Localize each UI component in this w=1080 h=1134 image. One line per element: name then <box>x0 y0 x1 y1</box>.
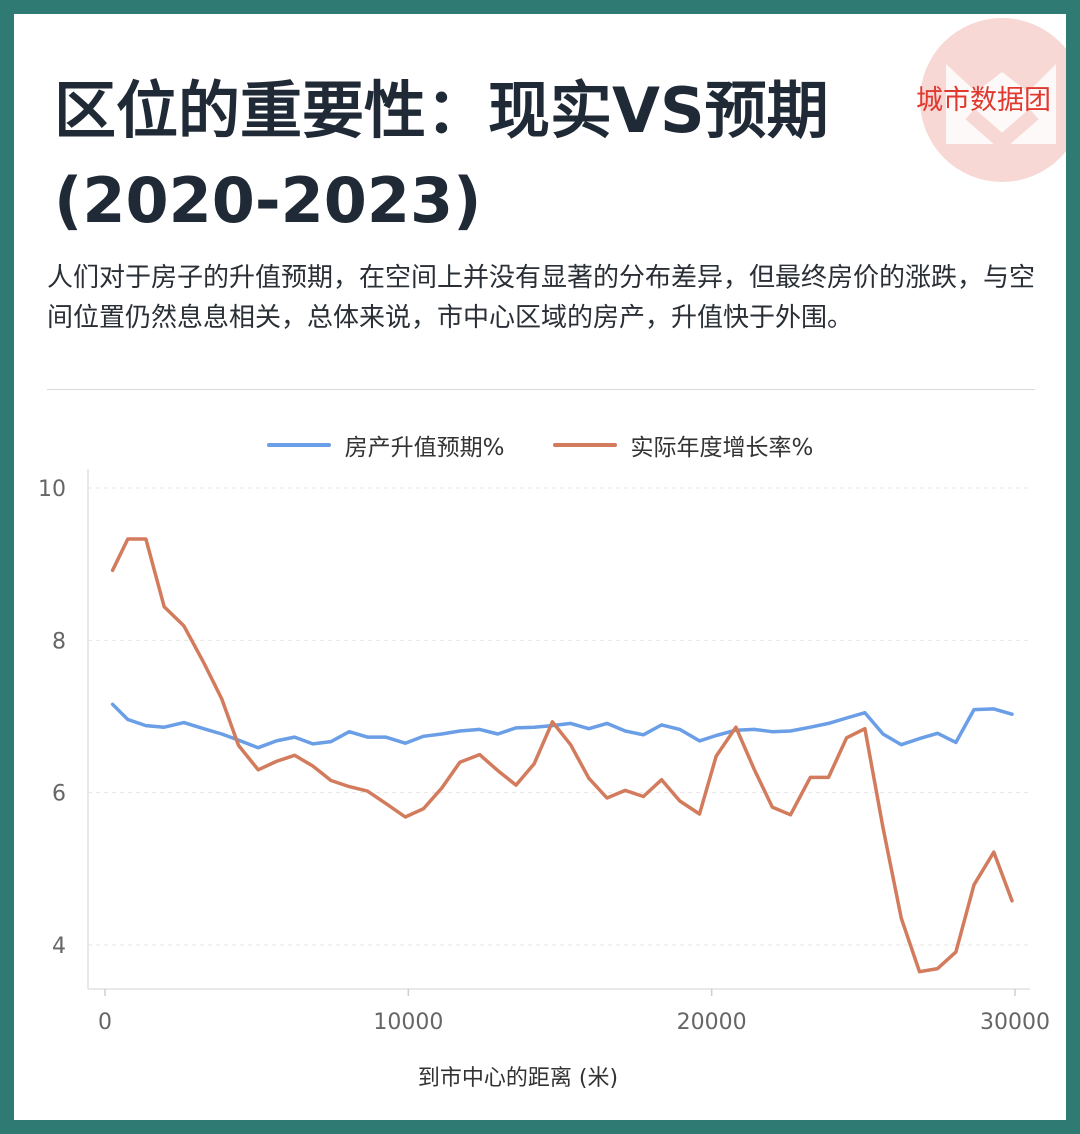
series-line-expectation <box>110 702 1014 750</box>
x-axis-label: 到市中心的距离 (米) <box>418 1066 618 1091</box>
legend-label-expectation: 房产升值预期% <box>344 435 505 461</box>
legend-swatch-actual <box>552 443 617 447</box>
x-tick-label: 10000 <box>373 1010 443 1035</box>
series-line-actual <box>110 537 1014 974</box>
line-chart: 4 6 8 10 0 10000 20000 30000 到市中心的距离 (米) <box>38 469 1050 1091</box>
brand-text: 城市数据团 <box>916 85 1051 116</box>
legend-label-actual: 实际年度增长率% <box>630 435 814 461</box>
chart-legend: 房产升值预期% 实际年度增长率% <box>14 428 1066 462</box>
y-tick-label: 4 <box>52 934 66 959</box>
series-lines <box>110 537 1014 974</box>
legend-item-expectation[interactable]: 房产升值预期% <box>266 428 505 462</box>
axes <box>87 469 1030 996</box>
grid-lines <box>88 487 1030 946</box>
y-tick-label: 6 <box>52 782 66 807</box>
brand-logo-icon <box>920 18 1066 182</box>
tick-labels: 4 6 8 10 0 10000 20000 30000 <box>38 477 1050 1035</box>
y-tick-label: 10 <box>38 477 66 502</box>
page-subtitle: 人们对于房子的升值预期，在空间上并没有显著的分布差异，但最终房价的涨跌，与空间位… <box>47 263 1036 333</box>
page-title: 区位的重要性：现实VS预期(2020-2023) <box>54 74 829 237</box>
x-tick-label: 0 <box>98 1010 112 1035</box>
y-tick-label: 8 <box>52 629 66 654</box>
x-tick-label: 20000 <box>677 1010 747 1035</box>
legend-item-actual[interactable]: 实际年度增长率% <box>552 428 814 462</box>
infographic-card: 城市数据团 区位的重要性：现实VS预期(2020-2023) 人们对于房子的升值… <box>14 14 1066 1120</box>
divider <box>47 389 1035 390</box>
legend-swatch-expectation <box>266 443 331 447</box>
x-tick-label: 30000 <box>980 1010 1050 1035</box>
